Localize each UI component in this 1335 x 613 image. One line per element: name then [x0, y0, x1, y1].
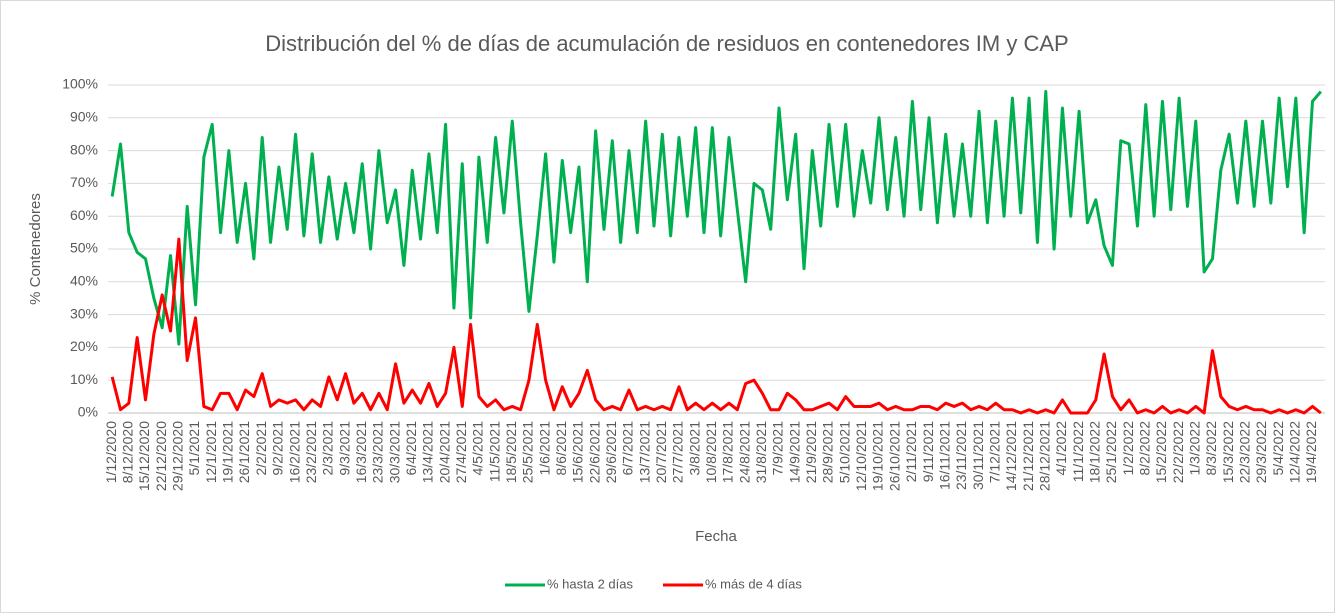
- y-tick-label: 70%: [70, 174, 98, 190]
- x-tick-label: 26/1/2021: [236, 421, 252, 483]
- x-tick-label: 6/7/2021: [620, 421, 636, 476]
- x-tick-label: 16/3/2021: [353, 421, 369, 483]
- x-tick-label: 1/6/2021: [536, 421, 552, 476]
- y-tick-label: 60%: [70, 207, 98, 223]
- x-tick-label: 24/8/2021: [736, 421, 752, 483]
- x-tick-label: 12/10/2021: [853, 421, 869, 491]
- x-tick-label: 7/12/2021: [986, 421, 1002, 483]
- y-tick-label: 40%: [70, 273, 98, 289]
- x-tick-label: 27/7/2021: [670, 421, 686, 483]
- x-axis-label: Fecha: [695, 528, 737, 545]
- x-tick-label: 17/8/2021: [720, 421, 736, 483]
- x-tick-label: 8/3/2022: [1203, 421, 1219, 476]
- x-tick-label: 14/9/2021: [786, 421, 802, 483]
- y-tick-label: 20%: [70, 338, 98, 354]
- x-tick-label: 22/6/2021: [586, 421, 602, 483]
- x-tick-label: 31/8/2021: [753, 421, 769, 483]
- x-tick-label: 29/12/2020: [170, 421, 186, 491]
- x-tick-label: 9/2/2021: [270, 421, 286, 476]
- x-tick-label: 5/1/2021: [186, 421, 202, 476]
- x-tick-label: 29/6/2021: [603, 421, 619, 483]
- x-tick-label: 11/1/2022: [1070, 421, 1086, 482]
- x-tick-label: 14/12/2021: [1003, 421, 1019, 491]
- x-tick-label: 12/1/2021: [203, 421, 219, 483]
- x-tick-label: 29/3/2022: [1253, 421, 1269, 483]
- x-tick-label: 13/4/2021: [420, 421, 436, 483]
- y-tick-label: 30%: [70, 305, 98, 321]
- x-tick-label: 6/4/2021: [403, 421, 419, 476]
- x-tick-label: 10/8/2021: [703, 421, 719, 483]
- x-tick-label: 30/11/2021: [970, 421, 986, 490]
- x-tick-label: 20/4/2021: [436, 421, 452, 483]
- chart-title: Distribución del % de días de acumulació…: [265, 31, 1068, 56]
- x-tick-label: 4/5/2021: [470, 421, 486, 476]
- x-tick-label: 15/12/2020: [136, 421, 152, 491]
- x-tick-label: 15/2/2022: [1153, 421, 1169, 483]
- legend-label: % más de 4 días: [705, 576, 802, 591]
- x-tick-label: 9/3/2021: [336, 421, 352, 476]
- x-tick-label: 25/1/2022: [1103, 421, 1119, 483]
- x-tick-label: 16/2/2021: [286, 421, 302, 483]
- x-tick-label: 23/3/2021: [370, 421, 386, 483]
- x-tick-label: 28/9/2021: [820, 421, 836, 483]
- series-line: [110, 90, 1322, 346]
- x-tick-label: 18/5/2021: [503, 421, 519, 483]
- x-tick-label: 8/6/2021: [553, 421, 569, 476]
- y-tick-label: 90%: [70, 109, 98, 125]
- x-tick-label: 21/12/2021: [1020, 421, 1036, 491]
- x-tick-label: 3/8/2021: [686, 421, 702, 476]
- x-tick-label: 5/4/2022: [1270, 421, 1286, 476]
- y-tick-label: 10%: [70, 371, 98, 387]
- y-tick-label: 100%: [62, 76, 98, 92]
- x-tick-label: 15/3/2022: [1220, 421, 1236, 483]
- x-tick-label: 8/12/2020: [120, 421, 136, 483]
- x-tick-label: 19/10/2021: [870, 421, 886, 491]
- x-tick-label: 22/12/2020: [153, 421, 169, 491]
- x-tick-label: 19/4/2022: [1303, 421, 1319, 483]
- x-tick-label: 11/5/2021: [486, 421, 502, 482]
- x-tick-label: 1/3/2022: [1187, 421, 1203, 476]
- x-tick-label: 13/7/2021: [636, 421, 652, 483]
- x-tick-label: 4/1/2022: [1053, 421, 1069, 476]
- x-tick-label: 18/1/2022: [1086, 421, 1102, 483]
- x-tick-label: 23/2/2021: [303, 421, 319, 483]
- x-tick-label: 2/11/2021: [903, 421, 919, 482]
- x-tick-label: 28/12/2021: [1036, 421, 1052, 491]
- x-tick-label: 22/3/2022: [1237, 421, 1253, 483]
- x-tick-label: 25/5/2021: [520, 421, 536, 483]
- x-tick-label: 1/12/2020: [103, 421, 119, 483]
- y-tick-label: 50%: [70, 240, 98, 256]
- x-tick-label: 26/10/2021: [886, 421, 902, 491]
- y-tick-label: 0%: [78, 404, 98, 420]
- x-tick-label: 7/9/2021: [770, 421, 786, 476]
- x-tick-label: 20/7/2021: [653, 421, 669, 483]
- series-line: [110, 237, 1322, 415]
- y-axis-label: % Contenedores: [27, 193, 44, 305]
- x-tick-label: 16/11/2021: [936, 421, 952, 490]
- x-tick-label: 22/2/2022: [1170, 421, 1186, 483]
- x-tick-label: 2/2/2021: [253, 421, 269, 476]
- x-tick-label: 2/3/2021: [320, 421, 336, 476]
- x-tick-label: 5/10/2021: [836, 421, 852, 483]
- x-tick-label: 1/2/2022: [1120, 421, 1136, 476]
- x-tick-label: 15/6/2021: [570, 421, 586, 483]
- x-tick-label: 8/2/2022: [1136, 421, 1152, 476]
- x-tick-label: 30/3/2021: [386, 421, 402, 483]
- x-tick-label: 9/11/2021: [920, 421, 936, 482]
- x-tick-label: 12/4/2022: [1287, 421, 1303, 483]
- x-tick-label: 19/1/2021: [220, 421, 236, 483]
- y-tick-label: 80%: [70, 141, 98, 157]
- x-tick-label: 23/11/2021: [953, 421, 969, 490]
- legend-label: % hasta 2 días: [547, 576, 633, 591]
- x-tick-label: 21/9/2021: [803, 421, 819, 483]
- x-tick-label: 27/4/2021: [453, 421, 469, 483]
